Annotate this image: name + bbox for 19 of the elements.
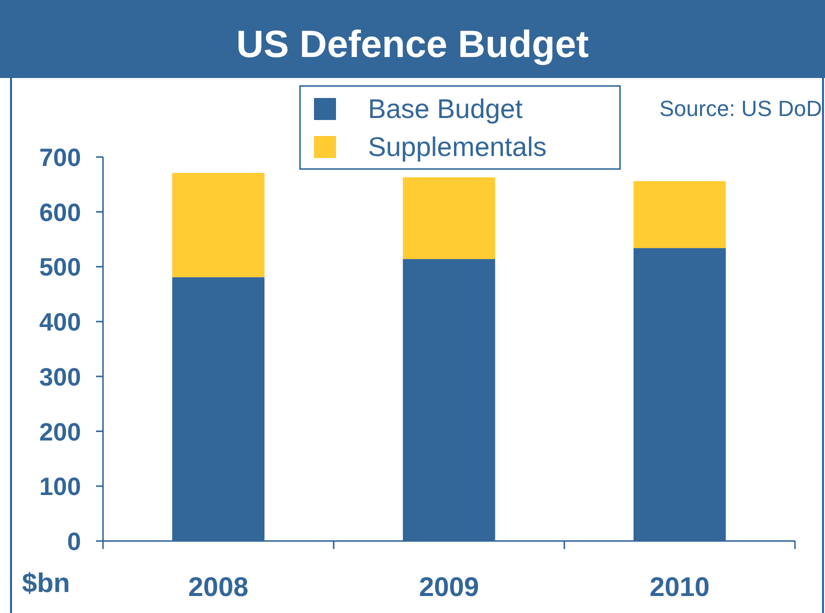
y-tick-label: 500 <box>39 254 81 282</box>
bar <box>172 172 264 278</box>
bar <box>402 177 496 260</box>
y-tick-label: 300 <box>39 363 81 392</box>
chart-title: US Defence Budget <box>236 24 590 66</box>
source-note: Source: US DoD <box>659 96 822 121</box>
y-tick-label: 600 <box>39 198 81 227</box>
x-tick-label: 2009 <box>418 572 480 602</box>
legend-label: Supplementals <box>368 132 547 162</box>
x-tick-label: 2008 <box>188 572 248 602</box>
y-tick-label: 200 <box>39 418 81 446</box>
y-tick-label: 400 <box>39 308 81 337</box>
y-tick-label: 100 <box>39 473 81 502</box>
y-tick-label: 0 <box>67 528 81 556</box>
y-tick-label: 700 <box>39 144 81 172</box>
legend-label: Base Budget <box>368 94 524 124</box>
y-axis-title: $bn <box>22 568 70 598</box>
bar <box>634 181 726 248</box>
x-tick-label: 2010 <box>650 572 710 602</box>
